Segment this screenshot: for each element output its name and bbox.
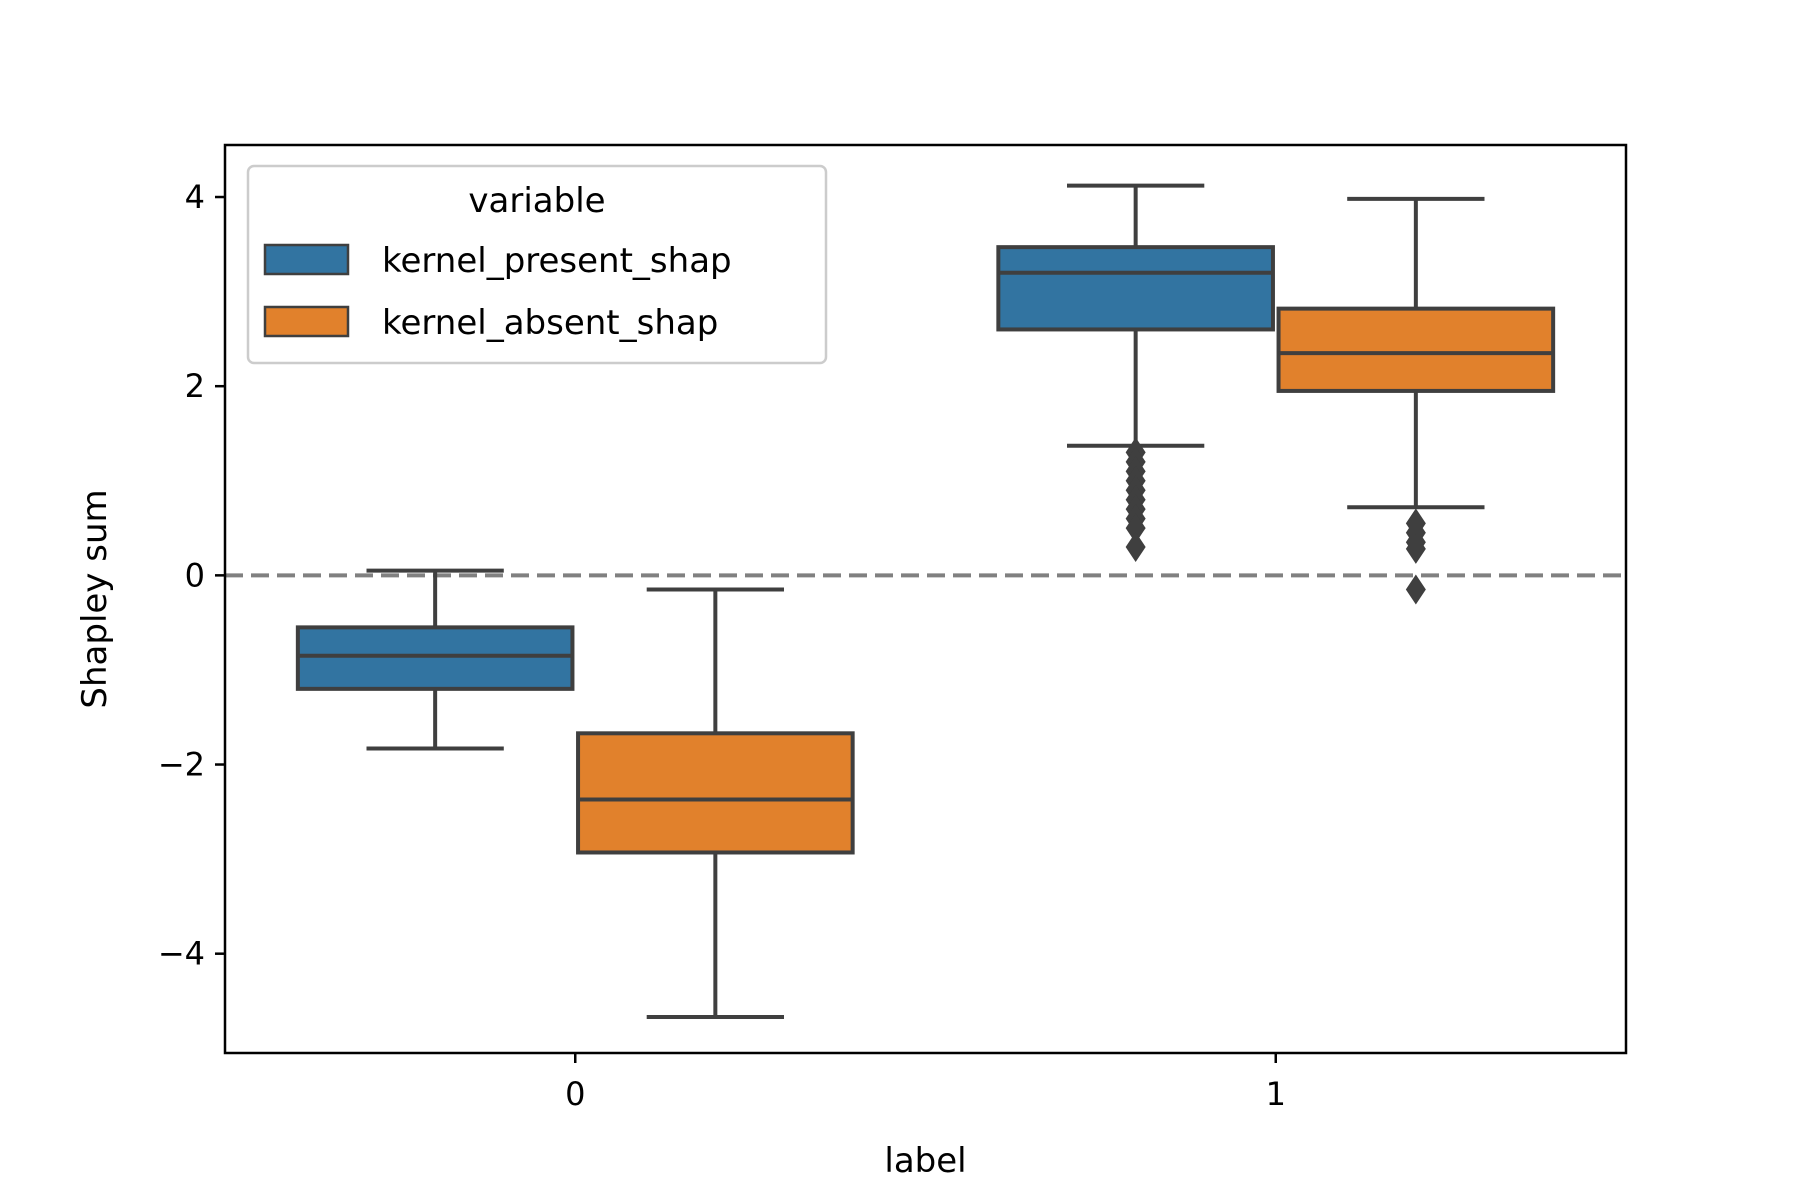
box-kernel-absent-shap-cat-1 xyxy=(1276,306,1556,393)
legend-label-kernel-present-shap: kernel_present_shap xyxy=(382,241,732,281)
y-tick-label: 4 xyxy=(185,178,205,216)
y-axis-title: Shapley sum xyxy=(75,489,115,708)
outlier-kernel-absent-shap-cat-1 xyxy=(1405,574,1426,605)
y-tick-label: −4 xyxy=(158,935,205,973)
box-plots xyxy=(295,183,1556,1020)
x-tick-label: 0 xyxy=(565,1075,585,1113)
legend: variable kernel_present_shap kernel_abse… xyxy=(246,164,828,365)
y-tick-label: 0 xyxy=(185,556,205,594)
legend-frame xyxy=(246,164,828,365)
x-tick-label: 1 xyxy=(1266,1075,1286,1113)
legend-title: variable xyxy=(468,181,605,221)
outlier-kernel-absent-shap-cat-1 xyxy=(1405,533,1426,564)
legend-swatch-kernel-absent-shap xyxy=(263,305,350,338)
x-axis-title: label xyxy=(884,1141,966,1181)
legend-swatch-kernel-present-shap xyxy=(263,243,350,276)
box-kernel-present-shap-cat-1 xyxy=(996,245,1275,332)
plot-frame xyxy=(223,143,1628,1055)
y-axis: 4 2 0 −2 −4 xyxy=(158,178,225,973)
outlier-kernel-present-shap-cat-1 xyxy=(1125,513,1146,544)
box-kernel-absent-shap-cat-0 xyxy=(576,731,855,855)
y-tick-label: −2 xyxy=(158,746,205,784)
box-kernel-present-shap-cat-0 xyxy=(295,625,575,691)
legend-label-kernel-absent-shap: kernel_absent_shap xyxy=(382,303,718,343)
y-tick-label: 2 xyxy=(185,367,205,405)
outlier-kernel-present-shap-cat-1 xyxy=(1125,531,1146,562)
